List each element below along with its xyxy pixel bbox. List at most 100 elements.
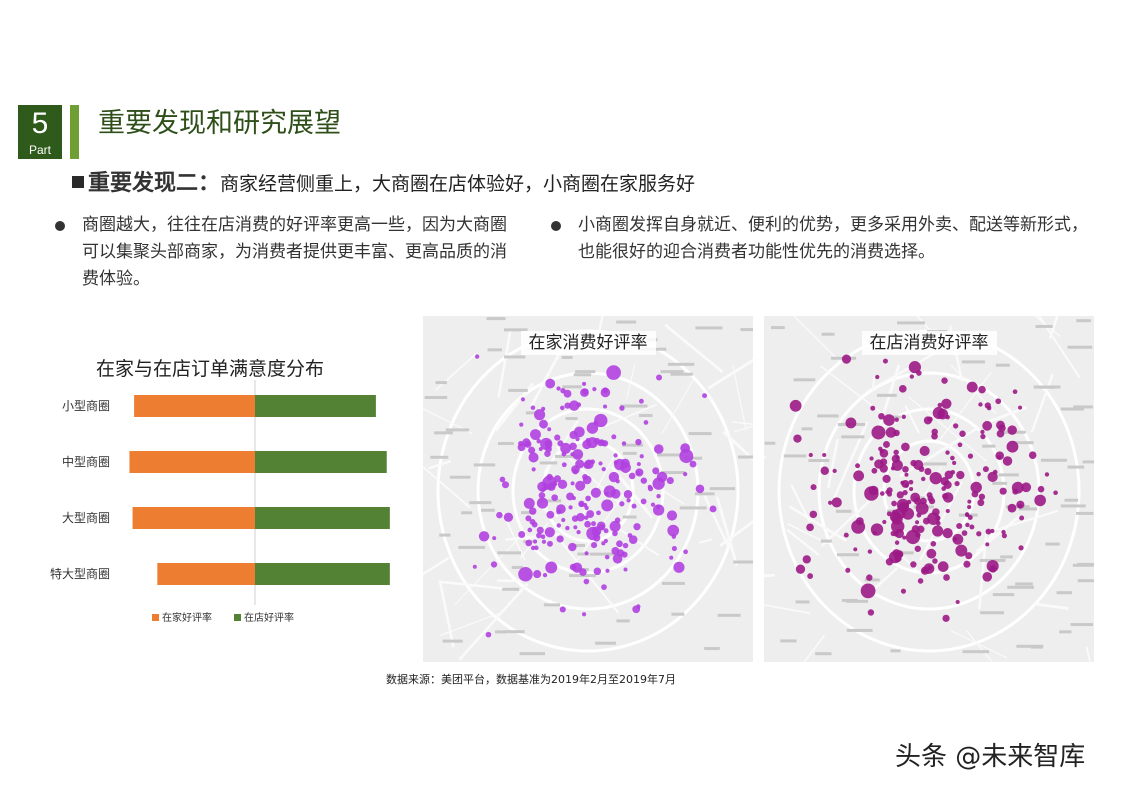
map-place-label: [1039, 385, 1055, 389]
map-dot: [560, 405, 565, 411]
map-dot: [631, 503, 637, 509]
map-dot: [875, 374, 880, 380]
map-dot: [541, 539, 547, 544]
map-dot: [894, 417, 899, 422]
map-dot: [882, 358, 888, 364]
map-dot: [952, 423, 959, 429]
square-bullet-icon: [72, 176, 84, 188]
map-place-label: [595, 641, 616, 645]
map-dot: [964, 512, 970, 517]
map-dot: [472, 564, 477, 569]
map-place-label: [793, 378, 816, 382]
map-dot: [956, 522, 963, 530]
map-dot: [568, 505, 573, 510]
map-dot: [802, 555, 811, 564]
map-dot: [870, 523, 884, 536]
section-number: 5: [31, 107, 49, 140]
map-street: [661, 379, 694, 435]
map-dot: [937, 561, 949, 572]
map-place-label: [458, 545, 486, 549]
map-place-label: [1000, 555, 1013, 559]
map-dot: [901, 442, 910, 452]
map-dot: [1053, 490, 1058, 496]
map-dot: [560, 442, 572, 454]
map-street: [899, 427, 978, 478]
map-place-label: [841, 435, 865, 439]
map-dot: [572, 449, 584, 460]
map-dot: [894, 540, 900, 545]
map-dot: [475, 354, 480, 359]
map-dot: [709, 505, 717, 513]
map-dot: [673, 561, 685, 573]
map-dot: [853, 547, 858, 552]
map-dot: [879, 448, 889, 458]
map-street: [699, 538, 713, 544]
map-place-label: [1045, 542, 1060, 546]
map-place-label: [504, 355, 526, 359]
bar-home: [129, 451, 255, 473]
map-dot: [891, 513, 903, 525]
map-place-label: [667, 362, 695, 366]
map-place-label: [521, 511, 536, 515]
map-place-label: [783, 454, 807, 458]
map-dot: [640, 498, 647, 505]
map-dot: [793, 434, 802, 443]
map-place-label: [424, 395, 448, 399]
map-dot: [967, 453, 974, 459]
bar-store: [255, 451, 387, 473]
map-dot: [616, 540, 623, 548]
map-place-label: [622, 443, 644, 447]
map-place-label: [1076, 319, 1092, 323]
map-place-label: [497, 551, 522, 555]
map-dot: [1018, 405, 1023, 410]
map-dot: [937, 402, 943, 408]
map-dot: [1012, 488, 1019, 495]
map-dot: [695, 484, 705, 494]
map-dot: [586, 510, 595, 518]
map-dot: [989, 565, 997, 573]
map-dot: [652, 467, 660, 475]
map-dot: [561, 462, 567, 468]
map-place-label: [704, 647, 720, 651]
map-place-label: [1073, 405, 1093, 409]
map-dot: [807, 573, 814, 579]
map-dot: [527, 527, 533, 533]
map-dot: [604, 554, 610, 560]
map-place-label: [992, 481, 1008, 485]
map-dot: [680, 443, 691, 454]
map-place-label: [445, 428, 470, 432]
map-dot: [969, 524, 975, 530]
map-dot: [575, 459, 585, 469]
map-dot: [954, 480, 960, 487]
map-street: [428, 459, 452, 470]
map-street: [595, 403, 658, 431]
map-place-label: [1077, 579, 1094, 583]
map-dot: [885, 558, 894, 566]
map-dot: [965, 552, 973, 560]
map-dot: [609, 520, 621, 532]
category-label: 小型商圈: [62, 398, 110, 413]
map-street: [731, 421, 753, 425]
map-dot: [919, 445, 930, 456]
map-place-label: [670, 372, 693, 376]
map-dot: [942, 493, 949, 500]
page-title: 重要发现和研究展望: [98, 108, 341, 139]
map-dot: [702, 393, 708, 399]
map-place-label: [982, 444, 996, 448]
map-dot: [945, 508, 950, 514]
map-dot: [874, 459, 884, 469]
map-place-label: [561, 355, 573, 359]
watermark: 头条 @未来智库: [895, 742, 1086, 772]
map-dot: [622, 542, 629, 549]
map-dot: [870, 405, 876, 411]
map-dot: [612, 553, 623, 564]
map-place-label: [495, 630, 506, 634]
map-place-label: [543, 603, 561, 607]
map-place-label: [539, 461, 558, 465]
map-dot: [810, 484, 817, 491]
map-dot: [530, 429, 541, 440]
map-street: [664, 323, 724, 374]
map-place-label: [487, 348, 502, 352]
map-place-label: [577, 552, 589, 556]
map-dot: [533, 545, 539, 551]
